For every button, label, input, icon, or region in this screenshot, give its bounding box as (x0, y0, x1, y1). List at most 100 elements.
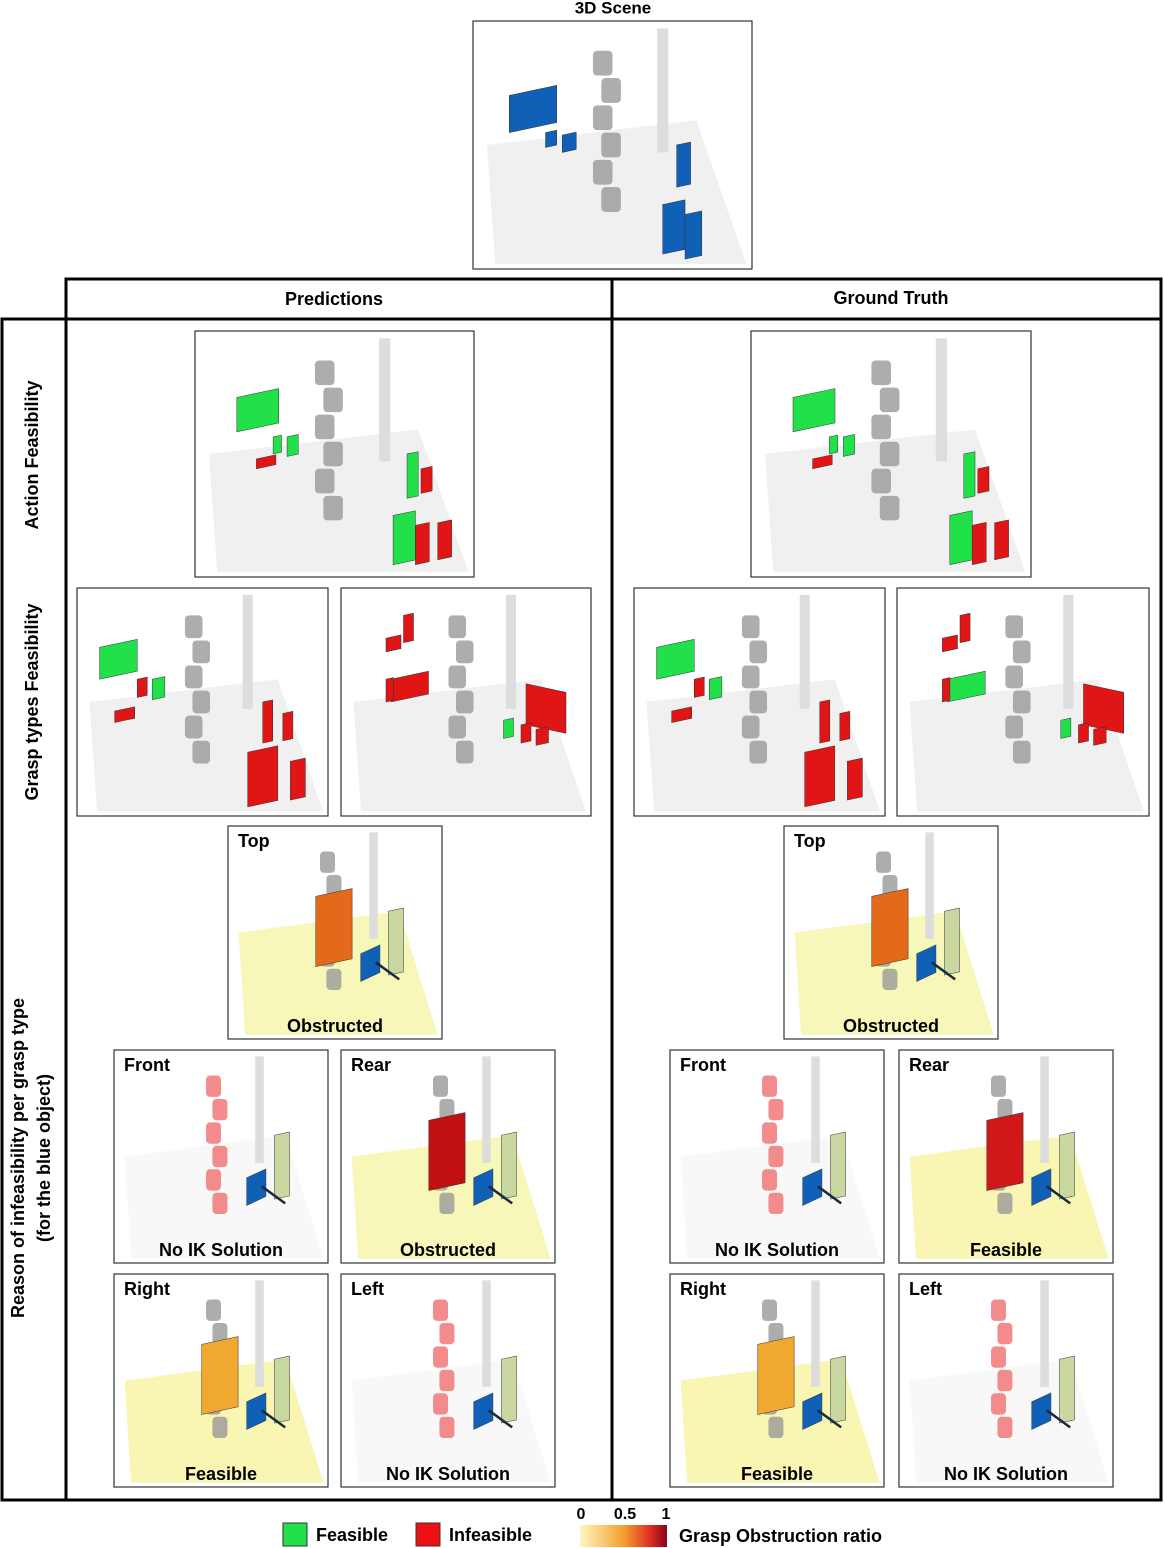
robot-link (762, 1169, 777, 1191)
object (562, 131, 577, 153)
robot-link (768, 1145, 784, 1168)
object (1031, 1392, 1052, 1430)
robot-link (184, 615, 203, 639)
robot-link (997, 1369, 1013, 1392)
pillar (811, 1280, 820, 1387)
object (274, 1131, 290, 1200)
robot-link (882, 968, 898, 991)
row-label: (for the blue object) (34, 1074, 54, 1242)
robot-link (768, 1416, 784, 1439)
robot-link (768, 1098, 784, 1121)
robot-link (1005, 665, 1023, 689)
robot-link (326, 874, 342, 897)
robot-link (192, 640, 211, 664)
object (286, 434, 299, 457)
object (693, 676, 705, 698)
column-header: Ground Truth (834, 288, 949, 308)
arrow (1045, 1185, 1071, 1205)
object (315, 888, 353, 967)
object (152, 676, 166, 701)
robot-link (991, 1299, 1006, 1321)
robot-link (592, 50, 613, 76)
pillar (935, 338, 947, 462)
grasp-label: Top (238, 831, 270, 851)
object (949, 510, 973, 566)
arrow (930, 961, 956, 981)
render (113, 1273, 329, 1488)
robot-link (879, 387, 900, 413)
pillar (506, 594, 516, 709)
grasp-label: Rear (351, 1055, 391, 1075)
reason-label: Feasible (741, 1464, 813, 1484)
robot-link (762, 1075, 777, 1097)
render (898, 1273, 1114, 1488)
object (473, 1392, 494, 1430)
pillar (1063, 594, 1074, 709)
render (340, 1049, 556, 1264)
object (684, 210, 703, 260)
robot-link (206, 1122, 221, 1144)
pillar (657, 28, 669, 153)
pillar (379, 338, 391, 462)
render (472, 20, 753, 270)
grasp-label: Left (351, 1279, 384, 1299)
robot-link (997, 1416, 1013, 1439)
object (804, 745, 836, 808)
object (802, 1168, 823, 1206)
object (671, 706, 692, 723)
object (473, 1168, 494, 1206)
robot-link (749, 640, 768, 664)
reason-label: No IK Solution (386, 1464, 510, 1484)
object (812, 454, 833, 470)
object (656, 638, 695, 680)
pillar (1040, 1056, 1049, 1163)
pillar (811, 1056, 820, 1163)
render (113, 1049, 329, 1264)
legend-swatch (282, 1522, 308, 1547)
object (994, 519, 1009, 561)
arrow (260, 1409, 286, 1429)
robot-link (601, 78, 621, 103)
object (392, 510, 416, 566)
object (262, 699, 274, 744)
robot-link (192, 740, 211, 764)
reason-label: Obstructed (287, 1016, 383, 1036)
colorbar-tick: 1 (662, 1506, 671, 1523)
colorbar (580, 1525, 667, 1547)
robot-link (741, 665, 760, 689)
column-header: Predictions (285, 289, 383, 309)
pillar (799, 594, 810, 709)
robot-link (991, 1075, 1006, 1097)
object (272, 434, 282, 455)
robot-link (1012, 690, 1031, 714)
robot-link (323, 441, 343, 467)
robot-link (601, 132, 621, 158)
robot-link (768, 1192, 784, 1215)
row-label: Grasp types Feasibility (22, 603, 42, 800)
frames (0, 277, 1163, 1502)
object (136, 676, 148, 698)
robot-link (1005, 615, 1023, 639)
arrow (374, 961, 400, 981)
arrow (487, 1185, 513, 1205)
robot-link (456, 740, 474, 764)
object (1078, 722, 1089, 744)
robot-link (749, 740, 768, 764)
render (633, 587, 886, 817)
robot-link (206, 1299, 221, 1321)
object (385, 677, 394, 703)
object (1031, 1168, 1052, 1206)
object (819, 699, 831, 744)
robot-link (876, 851, 891, 873)
reason-label: No IK Solution (944, 1464, 1068, 1484)
robot-link (212, 1322, 228, 1345)
robot-link (314, 414, 335, 440)
object (1093, 726, 1107, 746)
object (757, 1336, 795, 1415)
object (963, 451, 976, 499)
object (916, 944, 937, 982)
object (247, 745, 279, 808)
robot-link (212, 1192, 228, 1215)
robot-link (1012, 740, 1031, 764)
